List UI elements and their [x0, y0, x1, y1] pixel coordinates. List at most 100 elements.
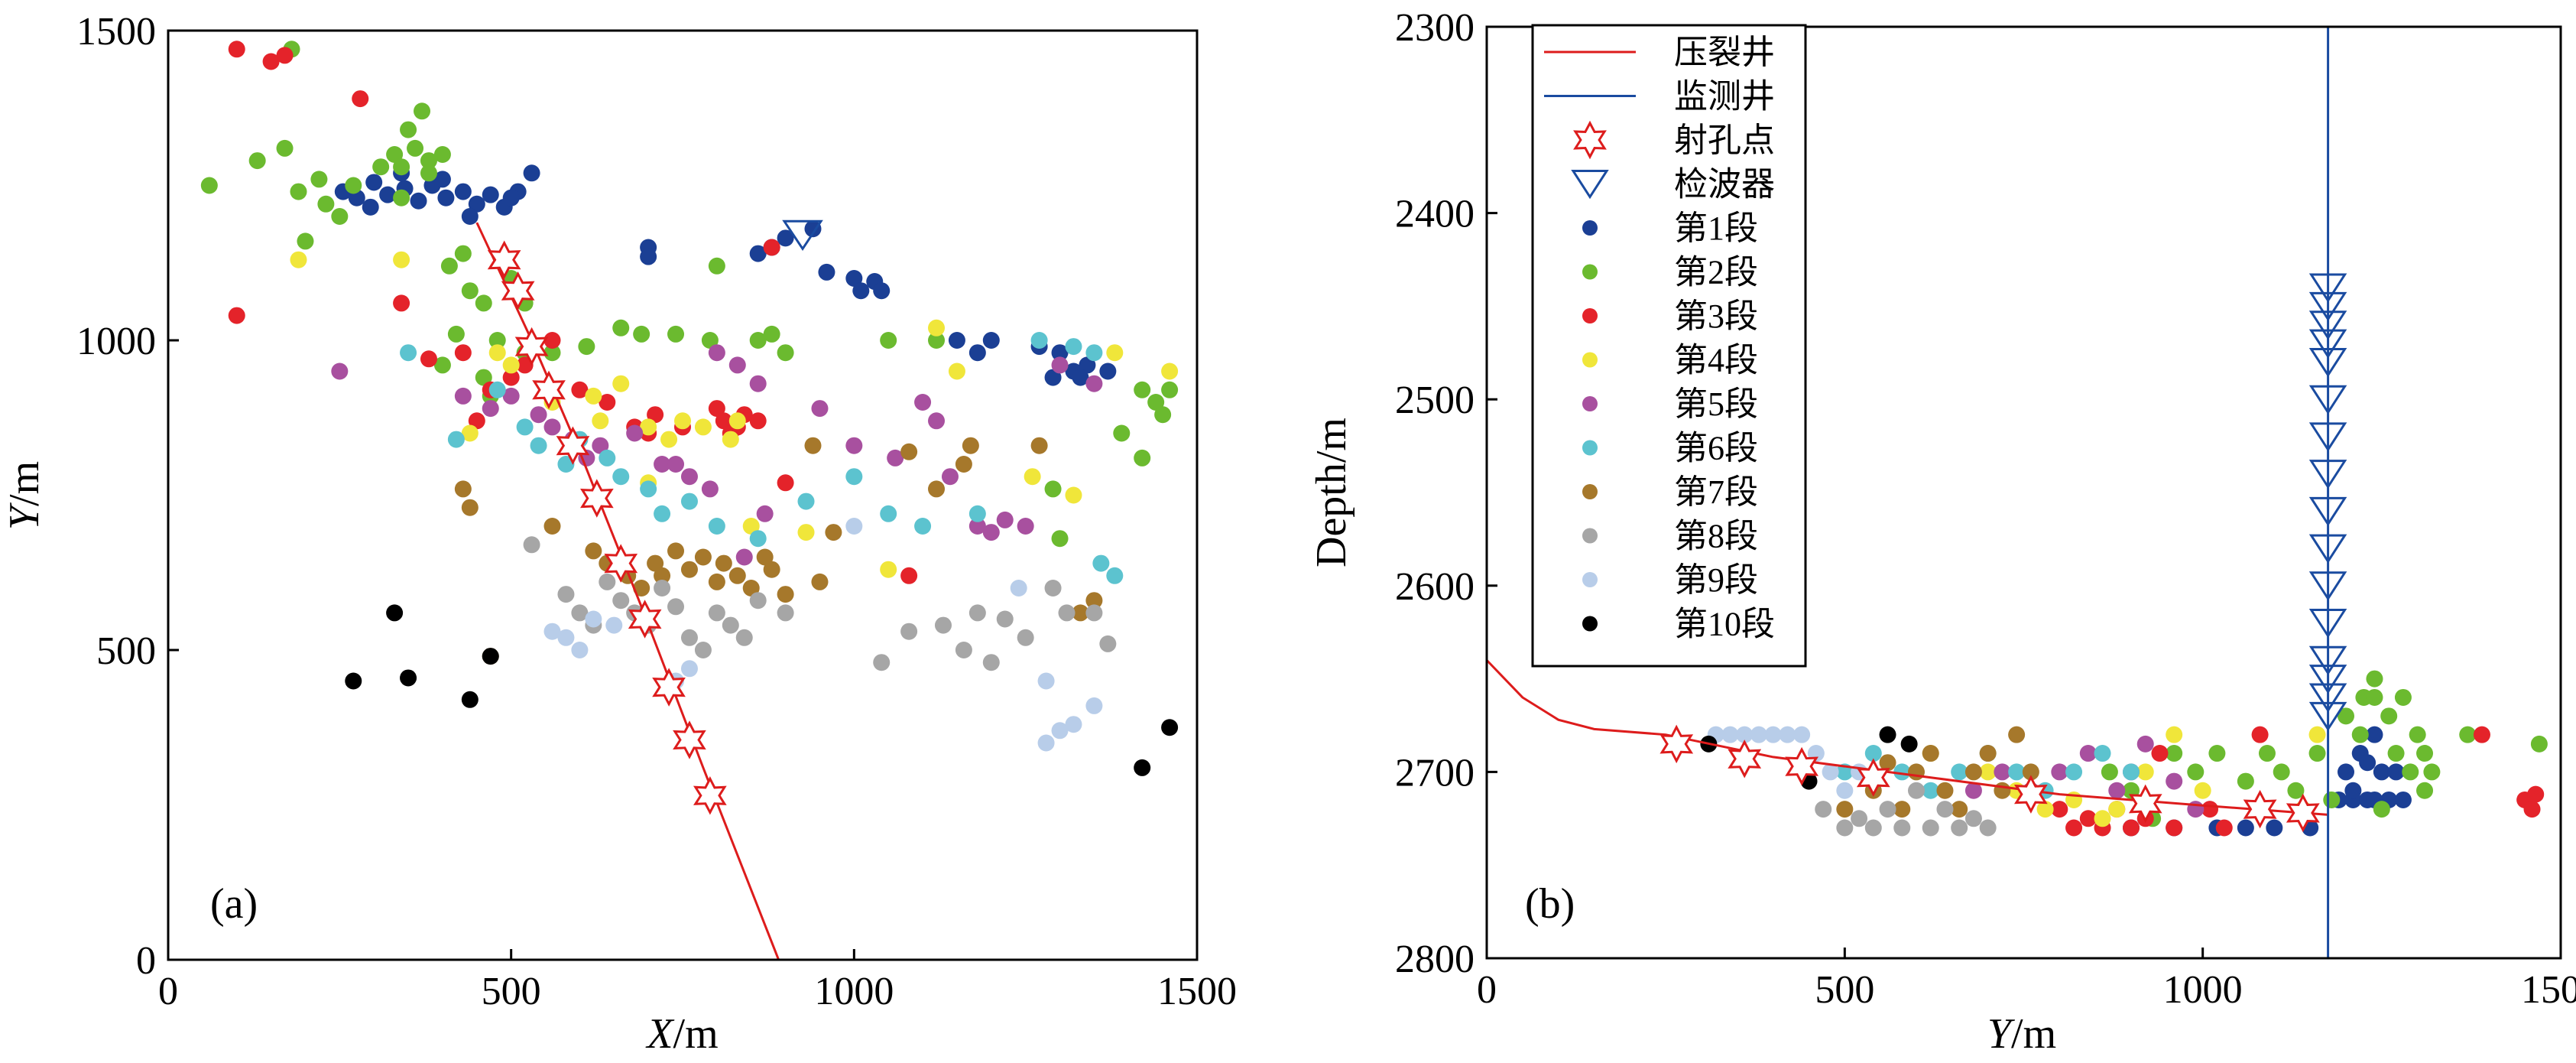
- data-point: [530, 406, 547, 424]
- data-point: [612, 468, 630, 486]
- geophone-marker: [2308, 460, 2347, 489]
- series-10: [345, 604, 1179, 776]
- data-point: [393, 189, 410, 206]
- data-point: [873, 282, 891, 300]
- panel-a-xlabel: X/m: [645, 1010, 718, 1058]
- data-point: [633, 580, 650, 597]
- data-point: [2215, 819, 2233, 837]
- data-point: [2373, 763, 2390, 781]
- data-point: [900, 623, 918, 640]
- data-point: [2530, 735, 2548, 753]
- y-tick-label: 2800: [1395, 938, 1475, 981]
- data-point: [1879, 754, 1896, 772]
- y-tick-label: 1500: [76, 10, 156, 54]
- data-point: [1893, 801, 1911, 818]
- data-point: [680, 561, 698, 578]
- data-point: [1099, 635, 1117, 652]
- data-point: [599, 394, 616, 411]
- data-point: [728, 412, 746, 430]
- data-point: [1134, 381, 1151, 398]
- data-point: [2266, 819, 2283, 837]
- geophone-marker: [2308, 701, 2347, 732]
- data-point: [2065, 763, 2083, 781]
- legend-label: 监测井: [1674, 78, 1775, 115]
- data-point: [1815, 801, 1832, 818]
- series-9: [1707, 726, 1868, 799]
- data-point: [571, 642, 589, 658]
- x-tick-label: 500: [482, 970, 541, 1013]
- x-tick-label: 0: [158, 970, 178, 1013]
- data-point: [955, 642, 972, 658]
- data-point: [2166, 726, 2183, 743]
- y-tick-label: 2300: [1395, 6, 1475, 50]
- data-point: [248, 152, 266, 170]
- data-point: [763, 561, 780, 578]
- data-point: [585, 542, 602, 560]
- perforation-star: [1856, 758, 1890, 797]
- legend-item: 第10段: [1582, 606, 1775, 643]
- data-point: [1051, 344, 1069, 362]
- data-point: [2287, 782, 2305, 799]
- perforation-star: [2013, 775, 2048, 814]
- data-point: [516, 418, 534, 436]
- data-point: [599, 573, 616, 590]
- data-point: [2387, 745, 2405, 762]
- y-tick-label: 2400: [1395, 193, 1475, 236]
- data-point: [2136, 763, 2154, 781]
- data-point: [393, 251, 410, 268]
- data-point: [372, 158, 390, 176]
- data-point: [2423, 763, 2441, 781]
- panel-a: 0 500 1000 1500 0 500 1000 1500 (a) X/m Y/m: [1, 10, 1237, 1058]
- legend-dot-swatch: [1582, 616, 1598, 632]
- data-point: [674, 412, 691, 430]
- data-point: [735, 629, 753, 646]
- data-point: [228, 41, 245, 58]
- data-point: [461, 499, 479, 516]
- data-point: [1951, 819, 1968, 837]
- data-point: [592, 412, 609, 430]
- data-point: [845, 270, 863, 287]
- data-point: [488, 332, 506, 349]
- geophone-marker: [2308, 291, 2347, 322]
- data-point: [400, 669, 417, 687]
- y-tick-label: 0: [136, 939, 156, 983]
- series-2: [200, 41, 1179, 548]
- legend-label: 第1段: [1674, 210, 1758, 247]
- perforation-star: [580, 479, 614, 518]
- data-point: [345, 672, 362, 690]
- data-point: [482, 186, 499, 203]
- data-point: [502, 189, 520, 206]
- data-point: [331, 208, 349, 225]
- data-point: [488, 344, 506, 362]
- data-point: [605, 616, 623, 634]
- perforation-star: [673, 720, 706, 759]
- data-point: [2051, 801, 2068, 818]
- data-point: [749, 375, 767, 392]
- geophone-marker: [782, 219, 823, 252]
- data-point: [1879, 726, 1896, 743]
- data-point: [2237, 819, 2254, 837]
- data-point: [440, 257, 458, 275]
- data-point: [1065, 716, 1082, 733]
- data-point: [1085, 697, 1103, 714]
- data-point: [2338, 763, 2354, 781]
- legend-label: 第6段: [1674, 430, 1758, 467]
- data-point: [1051, 722, 1069, 740]
- data-point: [454, 480, 472, 498]
- legend-item: 第9段: [1582, 561, 1758, 599]
- data-point: [437, 189, 455, 206]
- data-point: [722, 431, 739, 448]
- data-point: [420, 350, 437, 368]
- data-point: [887, 449, 904, 466]
- perforation-star: [501, 271, 535, 310]
- data-point: [928, 319, 946, 336]
- data-point: [407, 139, 424, 157]
- data-point: [1964, 782, 1982, 799]
- data-point: [948, 332, 965, 349]
- data-point: [667, 325, 685, 343]
- data-point: [461, 208, 479, 225]
- data-point: [200, 177, 218, 194]
- data-point: [612, 592, 630, 610]
- data-point: [1072, 604, 1089, 622]
- data-point: [1037, 734, 1055, 752]
